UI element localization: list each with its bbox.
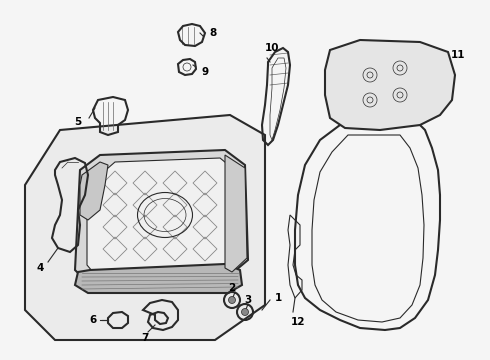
Text: 10: 10 <box>265 43 279 53</box>
Polygon shape <box>75 150 248 285</box>
Text: 1: 1 <box>274 293 282 303</box>
Polygon shape <box>87 158 237 278</box>
Text: 2: 2 <box>228 283 236 293</box>
Text: 5: 5 <box>74 117 82 127</box>
Text: 11: 11 <box>451 50 465 60</box>
Polygon shape <box>75 264 242 293</box>
Circle shape <box>242 309 248 315</box>
Polygon shape <box>325 40 455 130</box>
Polygon shape <box>80 162 108 220</box>
Polygon shape <box>295 125 440 330</box>
Text: 12: 12 <box>291 317 305 327</box>
Circle shape <box>228 297 236 303</box>
Text: 9: 9 <box>201 67 209 77</box>
Text: 4: 4 <box>36 263 44 273</box>
Text: 7: 7 <box>141 333 148 343</box>
Text: 8: 8 <box>209 28 217 38</box>
Text: 3: 3 <box>245 295 252 305</box>
Polygon shape <box>225 155 247 272</box>
Polygon shape <box>25 115 265 340</box>
Text: 6: 6 <box>89 315 97 325</box>
